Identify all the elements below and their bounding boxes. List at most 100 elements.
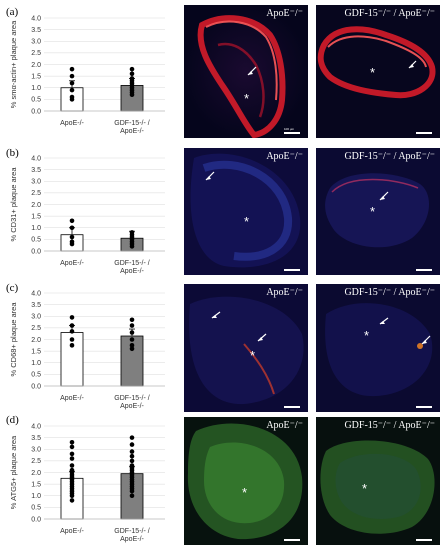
data-point — [69, 234, 75, 240]
data-point — [129, 330, 135, 335]
y-tick-label: 1.0 — [31, 493, 41, 500]
data-point — [69, 329, 75, 334]
x-tick-label: ApoE-/- — [120, 403, 144, 410]
y-tick-label: 3.0 — [31, 179, 41, 186]
y-tick-label: 1.5 — [31, 481, 41, 488]
y-tick-label: 1.5 — [31, 73, 41, 80]
data-point — [69, 323, 75, 328]
label-apoe: ApoE⁻/⁻ — [266, 287, 303, 298]
data-point — [69, 493, 75, 499]
y-tick-label: 3.0 — [31, 39, 41, 46]
y-tick-label: 0.5 — [31, 97, 41, 104]
micrograph-d-gdf15: * GDF-15⁻/⁻ / ApoE⁻/⁻ — [316, 417, 440, 545]
y-tick-label: 3.0 — [31, 314, 41, 321]
y-tick-label: 3.5 — [31, 435, 41, 442]
data-point — [69, 218, 75, 224]
panel-letter-d: (d) — [6, 414, 19, 426]
y-axis-label: % CD68+ plaque area — [9, 302, 18, 377]
sma-actin-stain-image: * — [316, 5, 440, 138]
data-point — [69, 315, 75, 320]
chart-cd31: 0.0 0.5 1.0 1.5 2.0 2.5 3.0 3.5 4.0 % CD31+ plaqu… — [9, 155, 165, 275]
svg-text:*: * — [370, 204, 375, 219]
y-tick-label: 0.5 — [31, 237, 41, 244]
svg-text:*: * — [250, 348, 255, 363]
label-gdf15-apoe: GDF-15⁻/⁻ / ApoE⁻/⁻ — [344, 151, 435, 162]
y-tick-label: 0.0 — [31, 516, 41, 523]
sma-actin-stain-image: * 100 μm — [184, 5, 308, 138]
cd68-stain-image: * — [184, 284, 308, 412]
y-tick-label: 3.5 — [31, 167, 41, 174]
cd68-stain-image: * — [316, 284, 440, 412]
micrograph-c-gdf15: * GDF-15⁻/⁻ / ApoE⁻/⁻ — [316, 284, 440, 412]
data-point — [69, 66, 75, 72]
data-point — [129, 317, 135, 323]
micrograph-d-apoe: * ApoE⁻/⁻ — [184, 417, 308, 545]
svg-text:*: * — [244, 91, 249, 106]
y-tick-label: 2.5 — [31, 50, 41, 57]
y-tick-label: 2.5 — [31, 190, 41, 197]
y-axis-label: % smα-actin+ plaque area — [9, 20, 18, 108]
y-tick-label: 1.0 — [31, 225, 41, 232]
data-point — [129, 323, 135, 328]
label-apoe: ApoE⁻/⁻ — [266, 8, 303, 19]
y-tick-label: 1.5 — [31, 213, 41, 220]
micrograph-c-apoe: * ApoE⁻/⁻ — [184, 284, 308, 412]
label-apoe: ApoE⁻/⁻ — [266, 420, 303, 431]
chart-atg5: 0.0 0.5 1.0 1.5 2.0 2.5 3.0 3.5 4.0 % ATG5+ plaqu… — [9, 423, 165, 543]
x-tick-label: GDF-15-/- / — [114, 260, 149, 267]
data-point — [129, 488, 135, 494]
y-tick-label: 4.0 — [31, 423, 41, 430]
data-point — [129, 453, 135, 459]
data-point — [129, 343, 135, 348]
y-tick-label: 2.0 — [31, 470, 41, 477]
x-tick-label: ApoE-/- — [60, 120, 84, 127]
micrograph-b-gdf15: * GDF-15⁻/⁻ / ApoE⁻/⁻ — [316, 148, 440, 275]
y-tick-label: 0.5 — [31, 505, 41, 512]
data-point — [69, 337, 75, 342]
y-tick-label: 0.0 — [31, 108, 41, 115]
data-point — [69, 463, 75, 468]
y-tick-label: 3.5 — [31, 27, 41, 34]
y-tick-label: 2.5 — [31, 458, 41, 465]
cd31-stain-image: * — [316, 148, 440, 275]
data-point — [69, 444, 75, 450]
data-point — [129, 346, 135, 352]
micrograph-b-apoe: * ApoE⁻/⁻ — [184, 148, 308, 275]
svg-text:*: * — [244, 214, 249, 229]
x-tick-label: GDF-15-/- / — [114, 528, 149, 535]
panel-letter-a: (a) — [6, 6, 19, 18]
y-tick-label: 1.5 — [31, 348, 41, 355]
label-gdf15-apoe: GDF-15⁻/⁻ / ApoE⁻/⁻ — [344, 420, 435, 431]
x-tick-label: ApoE-/- — [60, 395, 84, 402]
data-point — [69, 343, 75, 348]
scale-bar-label: 100 μm — [284, 127, 295, 131]
label-gdf15-apoe: GDF-15⁻/⁻ / ApoE⁻/⁻ — [344, 8, 435, 19]
x-tick-label: ApoE-/- — [60, 528, 84, 535]
y-tick-label: 1.0 — [31, 360, 41, 367]
data-point — [69, 225, 75, 231]
data-point — [129, 337, 135, 342]
data-point — [69, 439, 75, 445]
y-tick-label: 1.0 — [31, 85, 41, 92]
cd31-stain-image: * — [184, 148, 308, 275]
y-tick-label: 2.5 — [31, 325, 41, 332]
data-point — [129, 244, 135, 249]
y-tick-label: 2.0 — [31, 62, 41, 69]
svg-text:*: * — [370, 65, 375, 80]
chart-cd68: 0.0 0.5 1.0 1.5 2.0 2.5 3.0 3.5 4.0 % CD68+ plaqu… — [9, 290, 165, 410]
y-tick-label: 0.5 — [31, 372, 41, 379]
svg-text:*: * — [362, 481, 367, 496]
y-tick-label: 4.0 — [31, 155, 41, 162]
y-tick-label: 0.0 — [31, 383, 41, 390]
label-apoe: ApoE⁻/⁻ — [266, 151, 303, 162]
y-tick-label: 2.0 — [31, 202, 41, 209]
x-tick-label: GDF-15-/- / — [114, 395, 149, 402]
data-point — [129, 435, 135, 440]
x-tick-label: ApoE-/- — [120, 536, 144, 543]
data-point — [129, 71, 135, 77]
data-point — [129, 92, 135, 98]
y-tick-label: 3.5 — [31, 302, 41, 309]
y-axis-label: % CD31+ plaque area — [9, 167, 18, 242]
micrograph-a-apoe: * 100 μm ApoE⁻/⁻ — [184, 5, 308, 138]
data-point — [69, 87, 75, 93]
